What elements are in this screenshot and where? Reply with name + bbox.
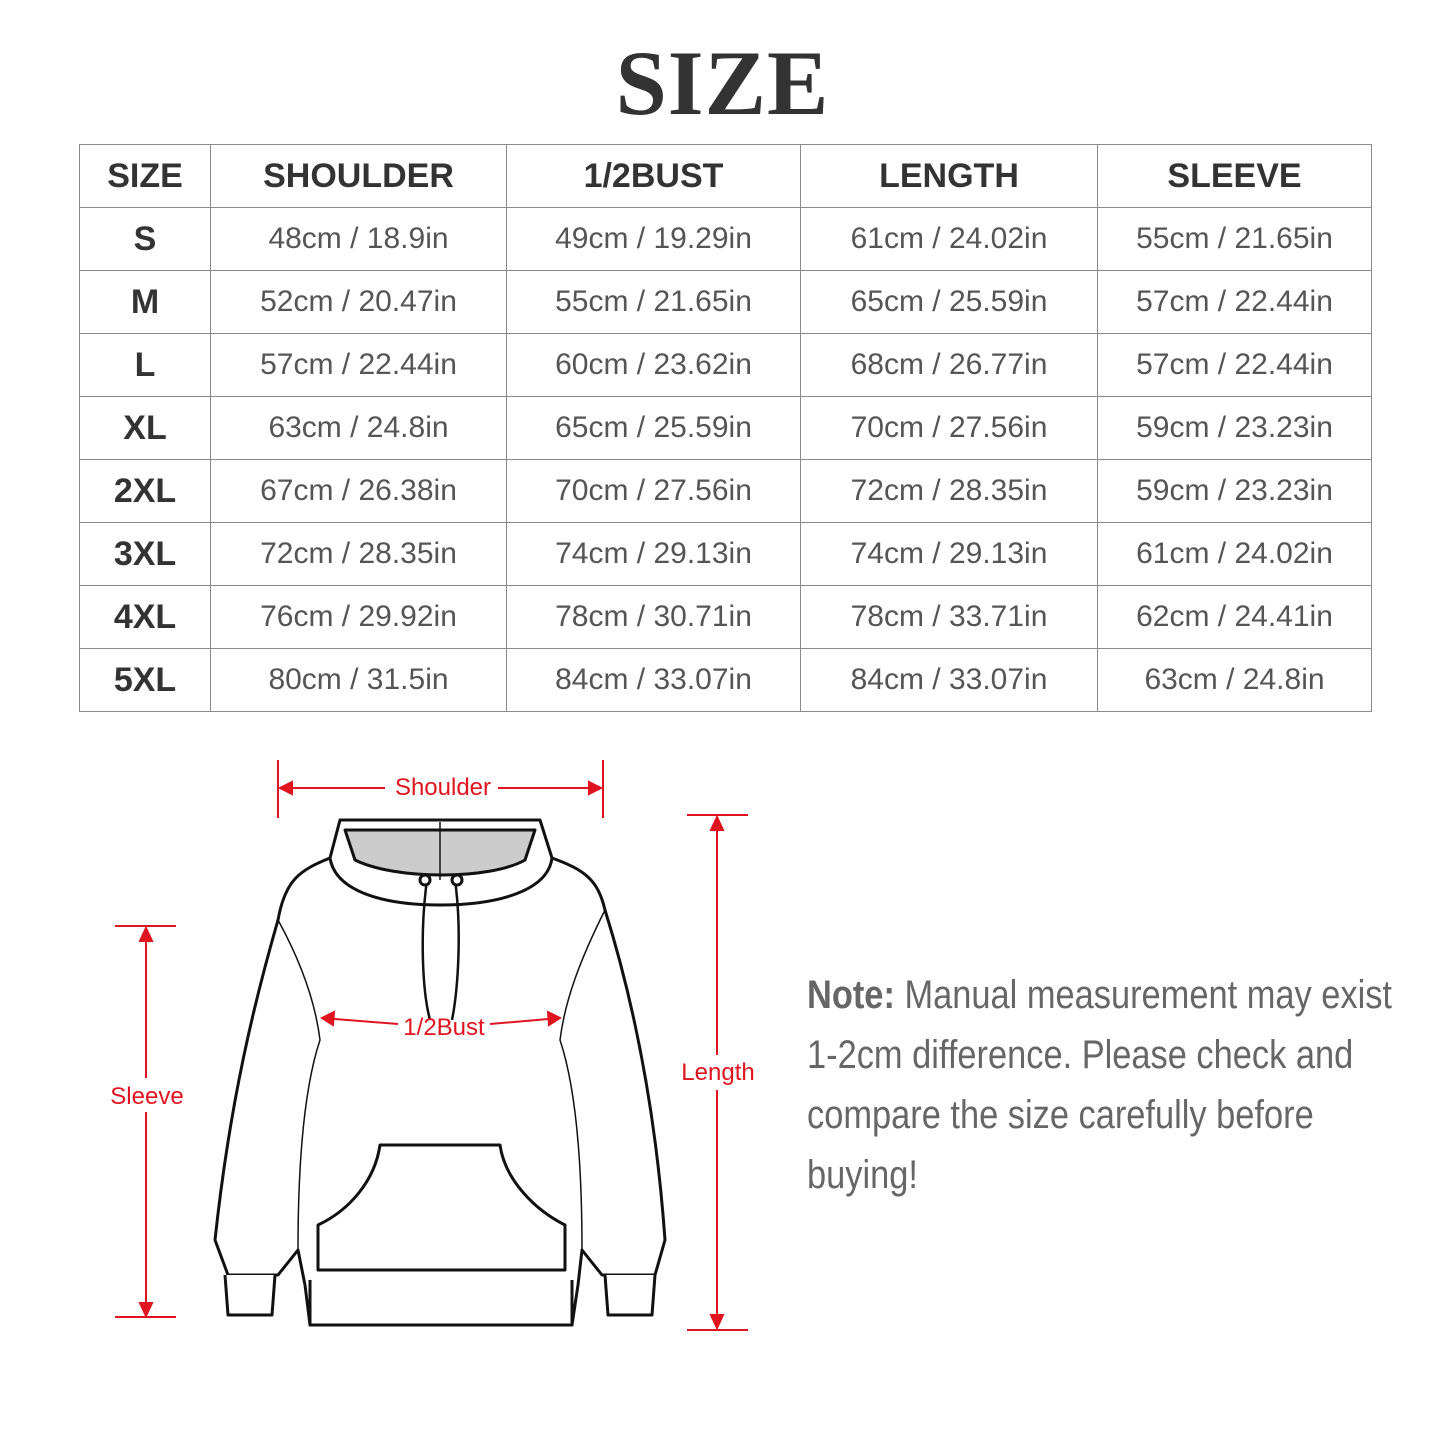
size-cell: XL xyxy=(79,396,211,460)
measurement-cell: 57cm / 22.44in xyxy=(210,333,507,397)
measurement-cell: 72cm / 28.35in xyxy=(210,522,507,586)
table-row: S 48cm / 18.9in 49cm / 19.29in 61cm / 24.02… xyxy=(79,207,1372,271)
page-title: SIZE xyxy=(615,32,830,134)
size-cell: 3XL xyxy=(79,522,211,586)
table-row: 5XL 80cm / 31.5in 84cm / 33.07in 84cm / 33.… xyxy=(79,648,1372,712)
measurement-cell: 70cm / 27.56in xyxy=(506,459,801,523)
measurement-cell: 62cm / 24.41in xyxy=(1097,585,1372,649)
column-header: 1/2BUST xyxy=(506,144,801,208)
table-row: L 57cm / 22.44in 60cm / 23.62in 68cm / 26.7… xyxy=(79,333,1372,397)
size-cell: 5XL xyxy=(79,648,211,712)
shoulder-label: Shoulder xyxy=(395,774,491,801)
hoodie-measurement-diagram: Shoulder 1/2Bust Length Sleeve xyxy=(110,760,755,1331)
column-header: SIZE xyxy=(79,144,211,208)
measurement-cell: 61cm / 24.02in xyxy=(800,207,1098,271)
measurement-lines xyxy=(115,760,748,1331)
measurement-cell: 55cm / 21.65in xyxy=(506,270,801,334)
hoodie-outline-icon xyxy=(213,818,667,1327)
bust-label: 1/2Bust xyxy=(403,1014,485,1041)
measurement-cell: 72cm / 28.35in xyxy=(800,459,1098,523)
note-label: Note: xyxy=(807,973,895,1017)
note-text: Note: Manual measurement may exist 1-2cm… xyxy=(807,965,1426,1205)
size-cell: 4XL xyxy=(79,585,211,649)
size-cell: 2XL xyxy=(79,459,211,523)
measurement-cell: 78cm / 33.71in xyxy=(800,585,1098,649)
length-label: Length xyxy=(681,1059,754,1086)
measurement-cell: 68cm / 26.77in xyxy=(800,333,1098,397)
note-body: Manual measurement may exist 1-2cm diffe… xyxy=(807,973,1393,1197)
measurement-cell: 78cm / 30.71in xyxy=(506,585,801,649)
measurement-cell: 84cm / 33.07in xyxy=(506,648,801,712)
measurement-cell: 67cm / 26.38in xyxy=(210,459,507,523)
measurement-cell: 74cm / 29.13in xyxy=(800,522,1098,586)
sleeve-label: Sleeve xyxy=(110,1083,183,1110)
measurement-cell: 59cm / 23.23in xyxy=(1097,459,1372,523)
size-table: SIZE SHOULDER 1/2BUST LENGTH SLEEVE S 48cm / … xyxy=(79,144,1372,712)
measurement-cell: 59cm / 23.23in xyxy=(1097,396,1372,460)
measurement-cell: 65cm / 25.59in xyxy=(800,270,1098,334)
column-header: SHOULDER xyxy=(210,144,507,208)
table-row: 2XL 67cm / 26.38in 70cm / 27.56in 72cm / 28… xyxy=(79,459,1372,523)
measurement-cell: 55cm / 21.65in xyxy=(1097,207,1372,271)
measurement-cell: 60cm / 23.62in xyxy=(506,333,801,397)
measurement-cell: 61cm / 24.02in xyxy=(1097,522,1372,586)
table-row: M 52cm / 20.47in 55cm / 21.65in 65cm / 25.5… xyxy=(79,270,1372,334)
table-row: 3XL 72cm / 28.35in 74cm / 29.13in 74cm / 29… xyxy=(79,522,1372,586)
table-header-row: SIZE SHOULDER 1/2BUST LENGTH SLEEVE xyxy=(79,144,1372,208)
table-row: XL 63cm / 24.8in 65cm / 25.59in 70cm / 27.5… xyxy=(79,396,1372,460)
column-header: SLEEVE xyxy=(1097,144,1372,208)
measurement-cell: 63cm / 24.8in xyxy=(210,396,507,460)
measurement-cell: 48cm / 18.9in xyxy=(210,207,507,271)
measurement-cell: 65cm / 25.59in xyxy=(506,396,801,460)
measurement-cell: 57cm / 22.44in xyxy=(1097,270,1372,334)
measurement-cell: 80cm / 31.5in xyxy=(210,648,507,712)
size-cell: M xyxy=(79,270,211,334)
measurement-cell: 63cm / 24.8in xyxy=(1097,648,1372,712)
table-row: 4XL 76cm / 29.92in 78cm / 30.71in 78cm / 33… xyxy=(79,585,1372,649)
column-header: LENGTH xyxy=(800,144,1098,208)
measurement-cell: 57cm / 22.44in xyxy=(1097,333,1372,397)
size-cell: S xyxy=(79,207,211,271)
measurement-cell: 84cm / 33.07in xyxy=(800,648,1098,712)
size-cell: L xyxy=(79,333,211,397)
measurement-cell: 70cm / 27.56in xyxy=(800,396,1098,460)
measurement-cell: 76cm / 29.92in xyxy=(210,585,507,649)
measurement-cell: 52cm / 20.47in xyxy=(210,270,507,334)
measurement-cell: 49cm / 19.29in xyxy=(506,207,801,271)
measurement-cell: 74cm / 29.13in xyxy=(506,522,801,586)
